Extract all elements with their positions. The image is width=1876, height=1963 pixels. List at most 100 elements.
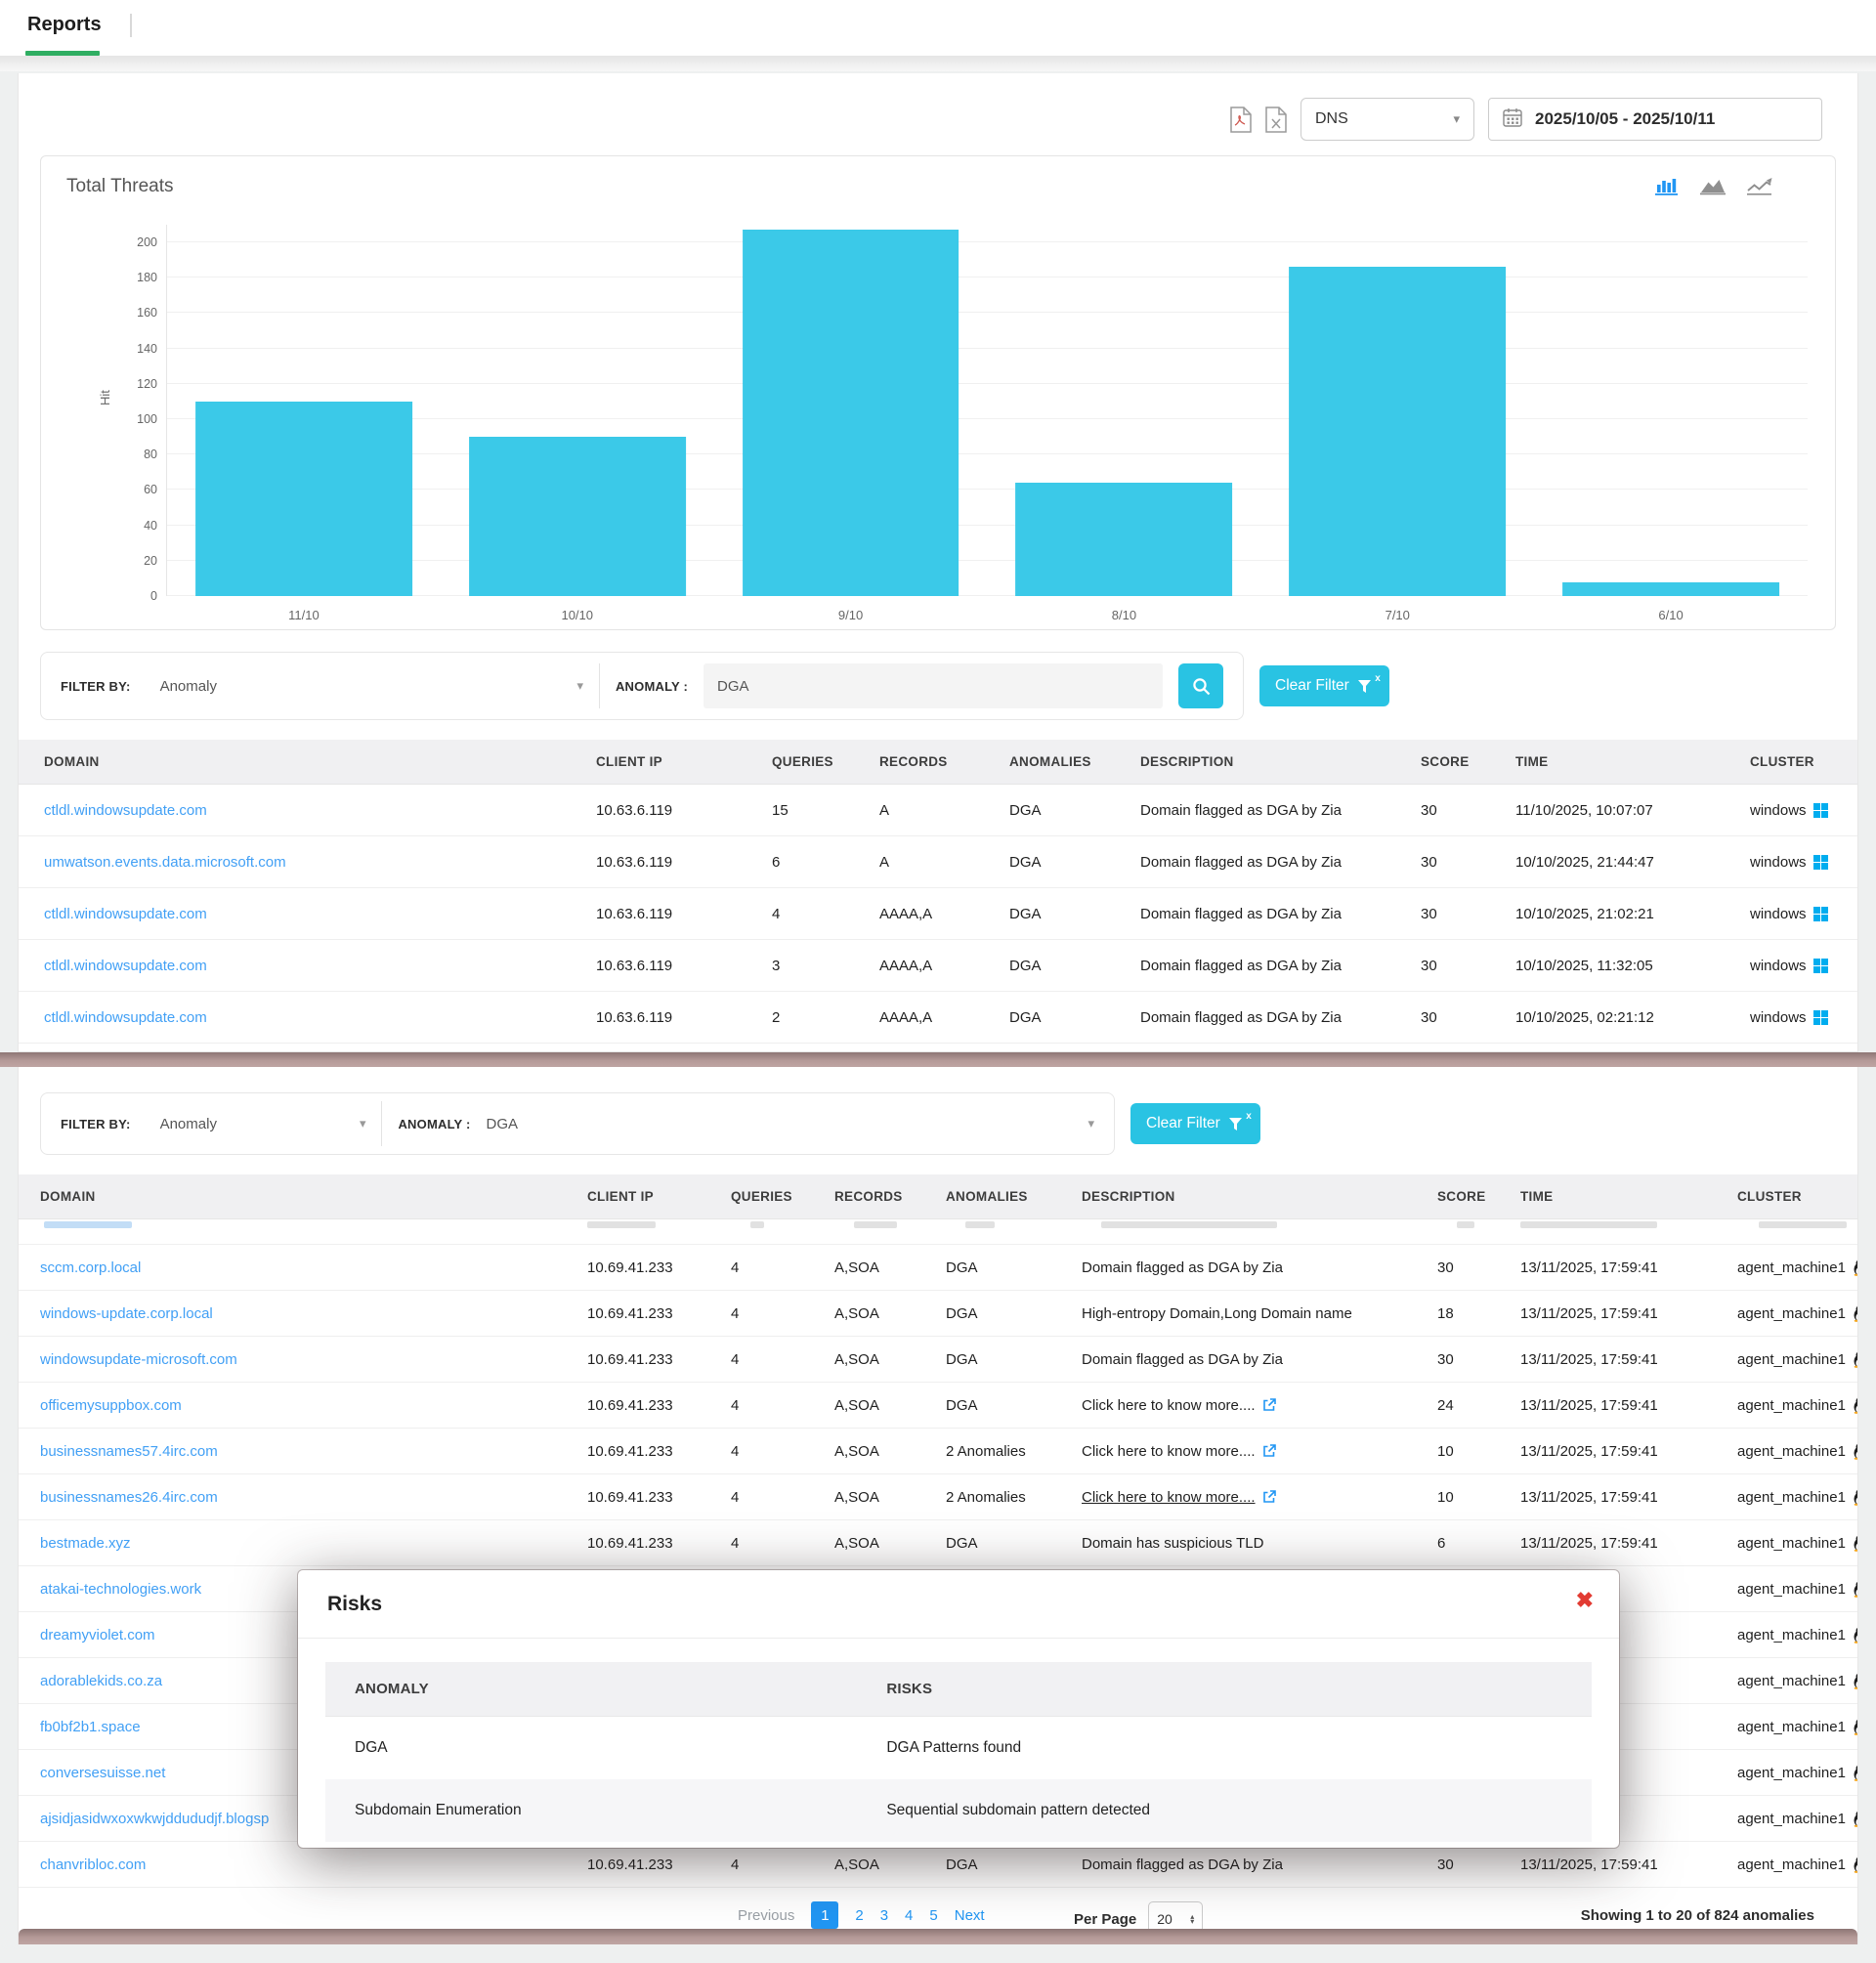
page-button-5[interactable]: 5	[929, 1906, 938, 1924]
domain-link[interactable]: atakai-technologies.work	[40, 1580, 202, 1598]
domain-cell: atakai-technologies.work	[19, 1581, 566, 1598]
search-button[interactable]	[1178, 663, 1223, 708]
client-ip-cell: 10.63.6.119	[596, 1008, 673, 1026]
domain-link[interactable]: ajsidjasidwxoxwkwjddududjf.blogsp	[40, 1810, 270, 1827]
description-cell[interactable]: Click here to know more....	[1060, 1489, 1416, 1506]
bar-9/10[interactable]	[742, 230, 959, 596]
domain-link[interactable]: bestmade.xyz	[40, 1534, 131, 1552]
filter-by-select[interactable]: Anomaly	[159, 1115, 217, 1132]
bar-11/10[interactable]	[194, 401, 412, 596]
page-button-3[interactable]: 3	[879, 1906, 889, 1924]
cluster-cell: agent_machine1	[1716, 1259, 1857, 1276]
active-tab-underline	[25, 51, 100, 56]
domain-link[interactable]: windowsupdate-microsoft.com	[40, 1350, 237, 1368]
area-chart-icon[interactable]	[1700, 176, 1726, 195]
domain-link[interactable]: businessnames57.4irc.com	[40, 1442, 218, 1460]
table-row: windowsupdate-microsoft.com 10.69.41.233 4…	[19, 1337, 1857, 1383]
score-cell: 6	[1437, 1534, 1446, 1552]
anomaly-search-input[interactable]	[704, 663, 1163, 708]
linux-icon	[1853, 1443, 1857, 1460]
description-cell[interactable]: Click here to know more....	[1060, 1443, 1416, 1460]
bar-8/10[interactable]	[1015, 483, 1233, 596]
spinner-arrows-icon[interactable]: ▴ ▾	[1190, 1912, 1195, 1926]
close-icon[interactable]: ✖	[1575, 1588, 1594, 1612]
domain-link[interactable]: windows-update.corp.local	[40, 1304, 213, 1322]
clear-filter-button[interactable]: Clear Filter x	[1259, 665, 1389, 706]
per-page-label: Per Page	[1074, 1910, 1137, 1928]
queries-cell: 6	[772, 853, 781, 871]
column-header: DOMAIN	[44, 754, 100, 769]
bar-6/10[interactable]	[1562, 581, 1779, 596]
chevron-down-icon[interactable]: ▾	[359, 1116, 366, 1131]
cluster-cell: windows	[1725, 802, 1857, 819]
domain-link[interactable]: ctldl.windowsupdate.com	[44, 957, 207, 974]
filter-clear-icon: x	[1357, 673, 1381, 694]
filter-by-select[interactable]: Anomaly	[159, 677, 217, 695]
domain-link[interactable]: chanvribloc.com	[40, 1856, 147, 1873]
anomalies-cell: DGA	[1009, 957, 1042, 974]
records-cell: A,SOA	[834, 1442, 879, 1460]
cluster-cell: agent_machine1	[1716, 1397, 1857, 1414]
column-header: DESCRIPTION	[1140, 754, 1234, 769]
gridline	[167, 559, 1808, 561]
filter-by-label: FILTER BY:	[61, 678, 131, 694]
anomalies-cell: DGA	[946, 1534, 978, 1552]
description-cell[interactable]: Click here to know more....	[1060, 1397, 1416, 1414]
excel-export-icon[interactable]	[1265, 106, 1287, 133]
domain-link[interactable]: fb0bf2b1.space	[40, 1718, 141, 1735]
toolbar: DNS ▾ 2025/10/05 - 2025/10/11	[19, 73, 1857, 142]
domain-link[interactable]: umwatson.events.data.microsoft.com	[44, 853, 286, 871]
description-cell: Domain flagged as DGA by Zia	[1140, 853, 1342, 871]
chevron-down-icon[interactable]: ▾	[1087, 1116, 1094, 1131]
bar-7/10[interactable]	[1289, 267, 1507, 596]
pdf-export-icon[interactable]	[1230, 106, 1252, 133]
cluster-cell: windows	[1725, 1009, 1857, 1026]
anomalies-cell: DGA	[946, 1856, 978, 1873]
page-button-1[interactable]: 1	[811, 1901, 839, 1929]
domain-link[interactable]: dreamyviolet.com	[40, 1626, 155, 1643]
next-page-button[interactable]: Next	[954, 1906, 985, 1924]
gridline	[167, 595, 1808, 596]
queries-cell: 4	[731, 1534, 740, 1552]
gridline	[167, 312, 1808, 314]
report-type-select[interactable]: DNS ▾	[1300, 98, 1474, 141]
date-range-picker[interactable]: 2025/10/05 - 2025/10/11	[1488, 98, 1822, 141]
description-cell: Domain flagged as DGA by Zia	[1140, 1008, 1342, 1026]
table-row: ctldl.windowsupdate.com 10.63.6.119 4 AAAA,…	[19, 888, 1857, 940]
clear-filter-button[interactable]: Clear Filter x	[1130, 1103, 1260, 1144]
page-button-2[interactable]: 2	[855, 1906, 864, 1924]
client-ip-cell: 10.63.6.119	[596, 853, 673, 871]
score-cell: 30	[1437, 1350, 1454, 1368]
y-axis-tick: 140	[137, 341, 157, 356]
bar-chart-icon[interactable]	[1655, 176, 1679, 195]
domain-link[interactable]: ctldl.windowsupdate.com	[44, 905, 207, 922]
risks-table-header: ANOMALY RISKS	[325, 1662, 1592, 1717]
bar-10/10[interactable]	[468, 437, 686, 596]
clipped-row	[19, 1219, 1857, 1245]
table-header-row: DOMAIN CLIENT IP QUERIES RECORDS ANOMALIES DE…	[19, 740, 1857, 785]
domain-link[interactable]: officemysuppbox.com	[40, 1396, 182, 1414]
y-axis-tick: 200	[137, 235, 157, 250]
page-button-4[interactable]: 4	[905, 1906, 914, 1924]
domain-link[interactable]: businessnames26.4irc.com	[40, 1488, 218, 1506]
chevron-down-icon[interactable]: ▾	[576, 678, 583, 693]
domain-link[interactable]: sccm.corp.local	[40, 1259, 142, 1276]
cluster-cell: windows	[1725, 906, 1857, 922]
time-cell: 13/11/2025, 17:59:41	[1520, 1304, 1658, 1322]
score-cell: 30	[1421, 853, 1437, 871]
line-chart-icon[interactable]	[1747, 176, 1772, 195]
records-cell: A,SOA	[834, 1350, 879, 1368]
header-gradient-strip	[0, 56, 1876, 71]
cluster-cell: agent_machine1	[1716, 1581, 1857, 1598]
domain-link[interactable]: conversesuisse.net	[40, 1764, 166, 1781]
domain-link[interactable]: ctldl.windowsupdate.com	[44, 801, 207, 819]
previous-page-button[interactable]: Previous	[738, 1906, 795, 1924]
domain-link[interactable]: adorablekids.co.za	[40, 1672, 163, 1689]
column-header: CLIENT IP	[596, 754, 662, 769]
anomaly-select-value[interactable]: DGA	[486, 1115, 519, 1132]
queries-cell: 4	[731, 1259, 740, 1276]
records-cell: A,SOA	[834, 1856, 879, 1873]
anomalies-cell: 2 Anomalies	[946, 1488, 1026, 1506]
tab-reports[interactable]: Reports	[27, 14, 102, 35]
domain-link[interactable]: ctldl.windowsupdate.com	[44, 1008, 207, 1026]
